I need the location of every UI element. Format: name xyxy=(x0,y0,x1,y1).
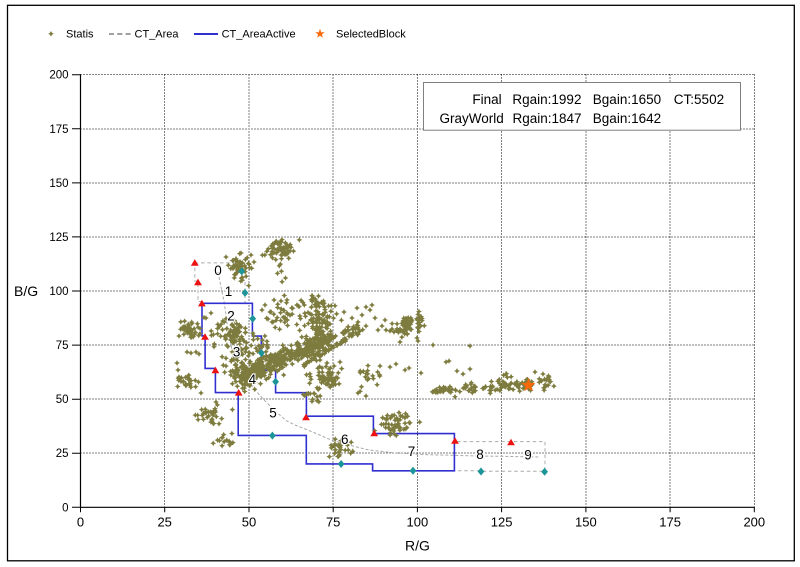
svg-text:GrayWorld: GrayWorld xyxy=(440,111,504,126)
svg-text:125: 125 xyxy=(491,515,513,530)
svg-text:150: 150 xyxy=(575,515,597,530)
svg-text:Rgain:1847: Rgain:1847 xyxy=(513,111,582,126)
svg-text:SelectedBlock: SelectedBlock xyxy=(336,29,406,41)
svg-text:125: 125 xyxy=(49,232,68,244)
svg-text:0: 0 xyxy=(214,263,222,278)
svg-text:CT:5502: CT:5502 xyxy=(674,92,724,107)
svg-text:75: 75 xyxy=(326,515,340,530)
svg-text:7: 7 xyxy=(408,444,416,459)
svg-text:CT_Area: CT_Area xyxy=(135,29,180,41)
svg-text:25: 25 xyxy=(56,448,69,460)
svg-text:200: 200 xyxy=(743,515,765,530)
svg-text:50: 50 xyxy=(242,515,256,530)
svg-text:100: 100 xyxy=(49,286,68,298)
svg-text:Bgain:1650: Bgain:1650 xyxy=(593,92,661,107)
svg-text:B/G: B/G xyxy=(14,283,38,299)
svg-text:Statis: Statis xyxy=(66,29,94,41)
svg-text:25: 25 xyxy=(157,515,171,530)
svg-text:9: 9 xyxy=(524,448,532,463)
svg-text:4: 4 xyxy=(249,372,257,387)
svg-text:CT_AreaActive: CT_AreaActive xyxy=(222,29,296,41)
svg-text:6: 6 xyxy=(341,432,349,447)
svg-text:2: 2 xyxy=(227,308,235,323)
svg-text:Rgain:1992: Rgain:1992 xyxy=(512,92,581,107)
svg-text:175: 175 xyxy=(659,515,681,530)
svg-text:200: 200 xyxy=(49,70,68,82)
svg-text:1: 1 xyxy=(225,284,233,299)
svg-text:Bgain:1642: Bgain:1642 xyxy=(593,111,661,126)
svg-text:3: 3 xyxy=(233,345,241,360)
svg-text:R/G: R/G xyxy=(405,538,430,554)
svg-text:50: 50 xyxy=(56,394,69,406)
svg-text:75: 75 xyxy=(56,340,69,352)
svg-text:175: 175 xyxy=(49,124,68,136)
svg-text:8: 8 xyxy=(476,447,484,462)
svg-text:0: 0 xyxy=(77,515,84,530)
svg-text:Final: Final xyxy=(472,92,501,107)
svg-text:100: 100 xyxy=(407,515,429,530)
svg-text:0: 0 xyxy=(62,502,68,514)
svg-text:5: 5 xyxy=(269,405,277,420)
svg-text:150: 150 xyxy=(49,178,68,190)
